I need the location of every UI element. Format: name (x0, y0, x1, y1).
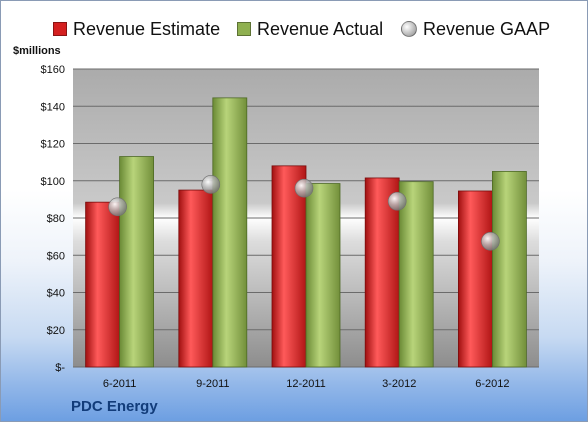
marker-revenue-gaap (108, 197, 127, 217)
x-tick-label: 6-2011 (103, 378, 136, 390)
legend-item-revenue-actual: Revenue Actual (237, 15, 383, 43)
y-axis-unit-label: $millions (13, 45, 61, 57)
y-tick-label: $160 (41, 64, 65, 76)
legend-item-revenue-gaap: Revenue GAAP (401, 15, 550, 43)
bar-revenue-actual (491, 171, 527, 368)
legend-item-revenue-estimate: Revenue Estimate (53, 15, 220, 43)
y-tick-labels: $- $20 $40 $60 $80 $100 $120 $140 $160 (41, 64, 66, 374)
legend-swatch-gaap (401, 21, 417, 37)
y-tick-label: $60 (47, 250, 65, 262)
y-tick-label: $140 (41, 101, 65, 113)
x-tick-label: 3-2012 (382, 378, 416, 390)
marker-revenue-gaap (201, 175, 221, 194)
bar-revenue-actual (119, 156, 154, 368)
bar-revenue-actual (398, 181, 434, 368)
company-label: PDC Energy (71, 398, 158, 415)
gaap-markers (108, 175, 500, 251)
y-tick-label: $120 (41, 139, 65, 151)
legend-swatch-estimate (53, 22, 67, 36)
marker-revenue-gaap (294, 178, 314, 198)
bar-revenue-estimate (457, 190, 493, 368)
y-tick-label: $100 (41, 176, 65, 188)
bars (85, 97, 527, 368)
legend: Revenue Estimate Revenue Actual Revenue … (1, 15, 587, 43)
y-tick-label: $40 (47, 288, 65, 300)
y-tick-label: $80 (47, 213, 65, 225)
legend-label-actual: Revenue Actual (257, 18, 384, 39)
x-tick-label: 9-2011 (196, 378, 229, 390)
legend-swatch-actual (237, 22, 251, 36)
x-tick-label: 6-2012 (475, 378, 509, 390)
bar-revenue-actual (305, 183, 341, 368)
bar-revenue-actual (212, 97, 248, 368)
marker-revenue-gaap (481, 231, 500, 251)
x-tick-label: 12-2011 (286, 378, 326, 390)
legend-label-gaap: Revenue GAAP (423, 18, 551, 39)
marker-revenue-gaap (387, 191, 407, 211)
bar-revenue-estimate (178, 189, 214, 368)
y-tick-label: $- (55, 362, 65, 374)
x-tick-labels: 6-2011 9-2011 12-2011 3-2012 6-2012 (103, 378, 510, 390)
legend-label-estimate: Revenue Estimate (73, 18, 221, 39)
y-tick-label: $20 (47, 325, 65, 337)
bar-revenue-estimate (85, 201, 120, 368)
bar-revenue-estimate (271, 165, 307, 368)
